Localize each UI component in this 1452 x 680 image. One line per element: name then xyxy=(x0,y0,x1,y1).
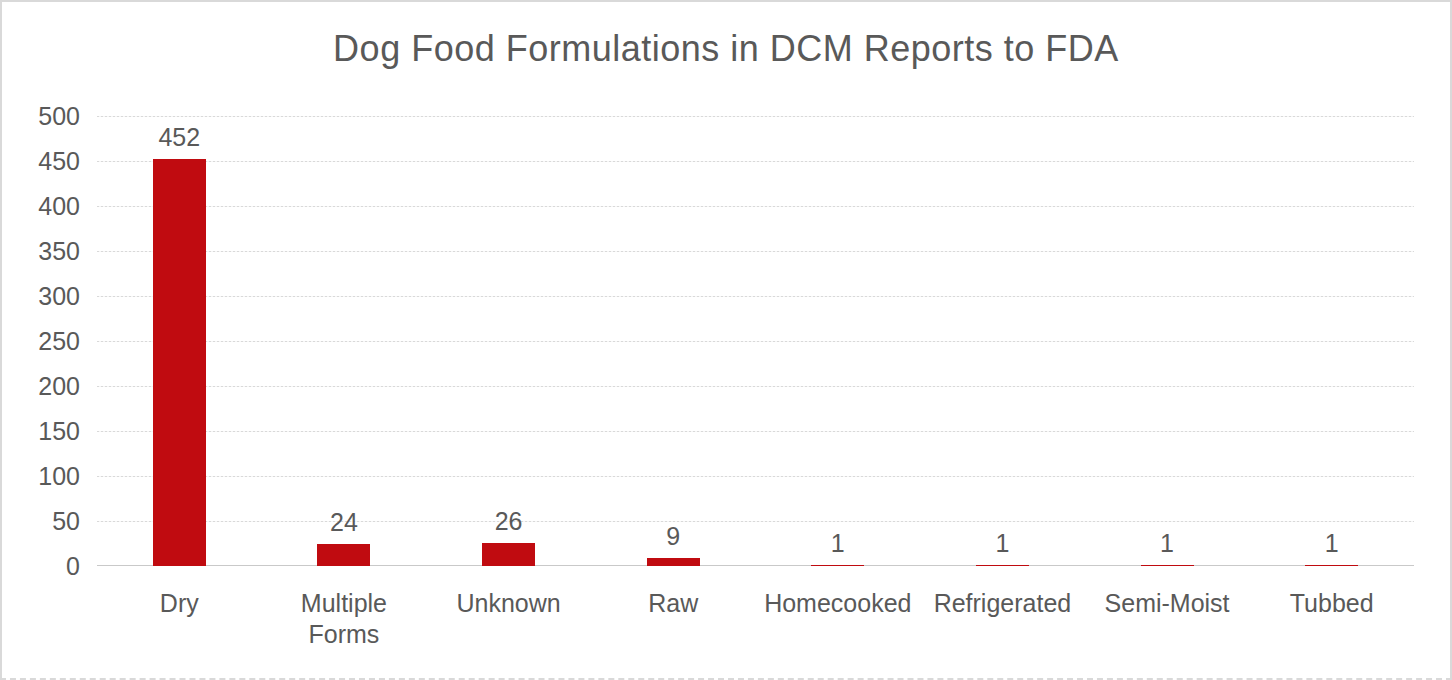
x-category-label-semi-moist: Semi-Moist xyxy=(1085,588,1249,619)
y-tick-label: 400 xyxy=(10,193,80,219)
bar-value-label: 24 xyxy=(284,508,404,536)
bar-value-label: 1 xyxy=(778,529,898,557)
bar-value-label: 1 xyxy=(1272,529,1392,557)
y-tick-label: 500 xyxy=(10,103,80,129)
bar-unknown xyxy=(482,543,535,566)
bar-refrigerated xyxy=(976,565,1029,566)
gridline xyxy=(97,206,1414,207)
y-tick-label: 300 xyxy=(10,283,80,309)
x-category-label-unknown: Unknown xyxy=(427,588,591,619)
x-category-label-refrigerated: Refrigerated xyxy=(920,588,1084,619)
y-tick-label: 100 xyxy=(10,463,80,489)
chart-title: Dog Food Formulations in DCM Reports to … xyxy=(2,28,1450,70)
gridline xyxy=(97,251,1414,252)
bar-homecooked xyxy=(811,565,864,566)
x-axis-line xyxy=(97,565,1414,566)
y-tick-label: 250 xyxy=(10,328,80,354)
gridline xyxy=(97,386,1414,387)
x-category-label-homecooked: Homecooked xyxy=(756,588,920,619)
bar-value-label: 9 xyxy=(613,522,733,550)
bar-value-label: 1 xyxy=(942,529,1062,557)
y-tick-label: 350 xyxy=(10,238,80,264)
gridline xyxy=(97,476,1414,477)
bar-dry xyxy=(153,159,206,566)
y-tick-label: 0 xyxy=(10,553,80,579)
y-tick-label: 450 xyxy=(10,148,80,174)
chart-frame: Dog Food Formulations in DCM Reports to … xyxy=(0,0,1452,680)
x-category-label-tubbed: Tubbed xyxy=(1250,588,1414,619)
gridline xyxy=(97,341,1414,342)
x-category-label-multiple-forms: Multiple Forms xyxy=(262,588,426,650)
bar-value-label: 26 xyxy=(449,507,569,535)
bar-raw xyxy=(647,558,700,566)
bar-value-label: 1 xyxy=(1107,529,1227,557)
y-tick-label: 200 xyxy=(10,373,80,399)
y-tick-label: 150 xyxy=(10,418,80,444)
bar-value-label: 452 xyxy=(119,123,239,151)
gridline xyxy=(97,161,1414,162)
gridline xyxy=(97,296,1414,297)
bar-tubbed xyxy=(1305,565,1358,566)
x-category-label-dry: Dry xyxy=(97,588,261,619)
bar-multiple-forms xyxy=(317,544,370,566)
plot-area xyxy=(97,116,1414,566)
gridline xyxy=(97,116,1414,117)
gridline xyxy=(97,431,1414,432)
bar-semi-moist xyxy=(1141,565,1194,566)
y-tick-label: 50 xyxy=(10,508,80,534)
x-category-label-raw: Raw xyxy=(591,588,755,619)
